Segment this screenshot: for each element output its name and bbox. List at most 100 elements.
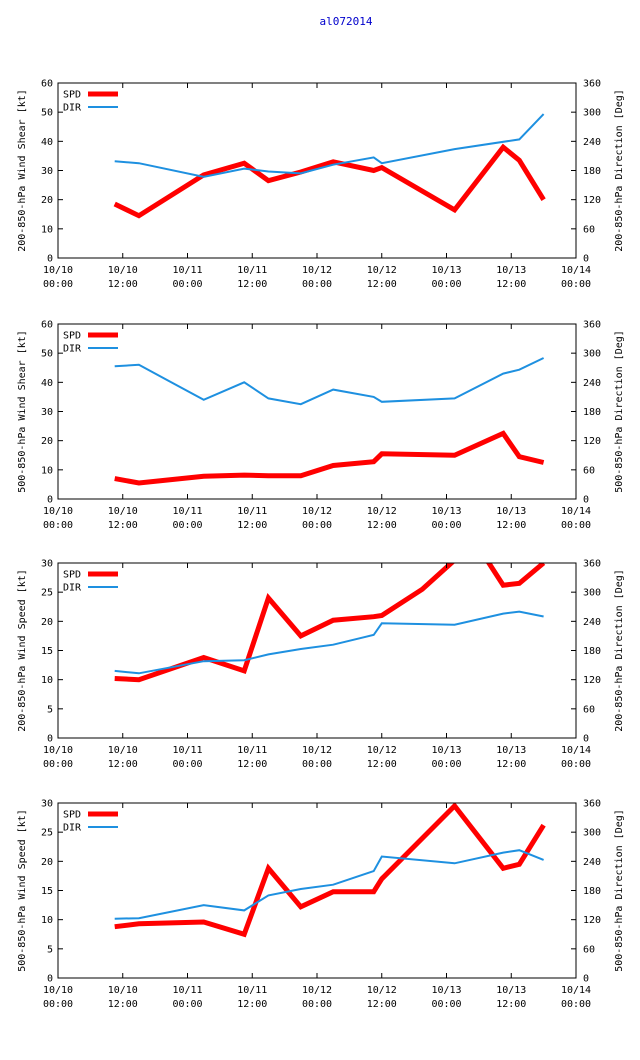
y-axis-title: 500-850-hPa Wind Shear [kt] bbox=[17, 330, 28, 493]
dir-series-line bbox=[114, 357, 545, 406]
x-tick-label-date: 10/10 bbox=[108, 985, 138, 996]
x-tick-label-time: 12:00 bbox=[108, 520, 138, 531]
chart-panel-4: 05101520253006012018024030036010/1000:00… bbox=[17, 799, 625, 1011]
x-tick-label-time: 12:00 bbox=[496, 759, 526, 770]
x-tick-label-time: 00:00 bbox=[172, 520, 202, 531]
x-tick-label-date: 10/12 bbox=[367, 745, 397, 756]
x-tick-label-time: 00:00 bbox=[302, 520, 332, 531]
x-tick-label-time: 00:00 bbox=[431, 759, 461, 770]
y2-tick-label: 180 bbox=[583, 646, 601, 657]
y-tick-label: 10 bbox=[41, 915, 53, 926]
x-tick-label-date: 10/14 bbox=[561, 265, 591, 276]
x-tick-label-date: 10/14 bbox=[561, 985, 591, 996]
y2-tick-label: 180 bbox=[583, 886, 601, 897]
y2-tick-label: 0 bbox=[583, 734, 589, 745]
x-tick-label-date: 10/10 bbox=[43, 506, 73, 517]
y-tick-label: 25 bbox=[41, 588, 53, 599]
spd-series-line bbox=[485, 563, 546, 588]
y-tick-label: 60 bbox=[41, 79, 53, 90]
legend-label: SPD bbox=[63, 570, 81, 581]
x-tick-label-date: 10/10 bbox=[43, 745, 73, 756]
y2-tick-label: 120 bbox=[583, 436, 601, 447]
x-tick-label-date: 10/10 bbox=[43, 985, 73, 996]
x-tick-label-date: 10/13 bbox=[431, 985, 461, 996]
x-tick-label-time: 00:00 bbox=[172, 999, 202, 1010]
y-tick-label: 30 bbox=[41, 166, 53, 177]
y-tick-label: 50 bbox=[41, 108, 53, 119]
x-tick-label-time: 12:00 bbox=[367, 279, 397, 290]
y2-tick-label: 0 bbox=[583, 254, 589, 265]
x-tick-label-time: 12:00 bbox=[108, 279, 138, 290]
x-tick-label-time: 12:00 bbox=[237, 999, 267, 1010]
x-tick-label-date: 10/12 bbox=[302, 265, 332, 276]
x-tick-label-date: 10/11 bbox=[237, 985, 267, 996]
y-tick-label: 20 bbox=[41, 195, 53, 206]
x-tick-label-time: 00:00 bbox=[172, 759, 202, 770]
y2-tick-label: 240 bbox=[583, 617, 601, 628]
y-tick-label: 20 bbox=[41, 617, 53, 628]
x-tick-label-time: 00:00 bbox=[302, 999, 332, 1010]
y-tick-label: 5 bbox=[47, 704, 53, 715]
y-tick-label: 40 bbox=[41, 137, 53, 148]
y2-tick-label: 300 bbox=[583, 588, 601, 599]
x-tick-label-time: 00:00 bbox=[561, 520, 591, 531]
x-tick-label-date: 10/14 bbox=[561, 745, 591, 756]
x-tick-label-time: 00:00 bbox=[561, 279, 591, 290]
x-tick-label-date: 10/10 bbox=[108, 265, 138, 276]
legend-label: SPD bbox=[63, 810, 81, 821]
x-tick-label-time: 12:00 bbox=[237, 759, 267, 770]
y-axis-title: 200-850-hPa Wind Shear [kt] bbox=[17, 89, 28, 252]
x-tick-label-date: 10/12 bbox=[367, 506, 397, 517]
x-tick-label-time: 00:00 bbox=[431, 279, 461, 290]
x-tick-label-date: 10/11 bbox=[172, 985, 202, 996]
y2-tick-label: 300 bbox=[583, 108, 601, 119]
spd-series-line bbox=[113, 143, 546, 219]
x-tick-label-time: 00:00 bbox=[302, 279, 332, 290]
x-tick-label-date: 10/12 bbox=[367, 265, 397, 276]
x-tick-label-time: 00:00 bbox=[561, 999, 591, 1010]
y-tick-label: 20 bbox=[41, 857, 53, 868]
x-tick-label-date: 10/11 bbox=[237, 265, 267, 276]
y-tick-label: 0 bbox=[47, 254, 53, 265]
page-title: al072014 bbox=[320, 15, 373, 28]
x-tick-label-time: 12:00 bbox=[496, 279, 526, 290]
legend-label: SPD bbox=[63, 90, 81, 101]
x-tick-label-time: 12:00 bbox=[367, 520, 397, 531]
spd-series-line bbox=[114, 430, 545, 486]
x-tick-label-time: 12:00 bbox=[496, 520, 526, 531]
x-tick-label-date: 10/14 bbox=[561, 506, 591, 517]
x-tick-label-time: 00:00 bbox=[302, 759, 332, 770]
plot-frame bbox=[57, 802, 577, 979]
x-tick-label-time: 00:00 bbox=[43, 279, 73, 290]
y-tick-label: 40 bbox=[41, 378, 53, 389]
x-tick-label-time: 12:00 bbox=[367, 759, 397, 770]
x-tick-label-date: 10/12 bbox=[302, 745, 332, 756]
y-tick-label: 10 bbox=[41, 465, 53, 476]
legend-label: DIR bbox=[63, 344, 82, 355]
x-tick-label-date: 10/11 bbox=[237, 506, 267, 517]
y2-tick-label: 240 bbox=[583, 378, 601, 389]
x-tick-label-date: 10/11 bbox=[172, 745, 202, 756]
x-tick-label-time: 12:00 bbox=[108, 759, 138, 770]
y2-axis-title: 500-850-hPa Direction [Deg] bbox=[614, 330, 625, 493]
x-tick-label-date: 10/13 bbox=[496, 745, 526, 756]
y-tick-label: 15 bbox=[41, 886, 53, 897]
y-tick-label: 25 bbox=[41, 828, 53, 839]
x-tick-label-date: 10/13 bbox=[496, 985, 526, 996]
y2-tick-label: 360 bbox=[583, 320, 601, 331]
x-tick-label-time: 12:00 bbox=[108, 999, 138, 1010]
x-tick-label-time: 00:00 bbox=[172, 279, 202, 290]
x-tick-label-date: 10/10 bbox=[108, 506, 138, 517]
legend-label: DIR bbox=[63, 583, 82, 594]
spd-series-line bbox=[114, 563, 456, 683]
y-tick-label: 0 bbox=[47, 495, 53, 506]
x-tick-label-date: 10/13 bbox=[431, 506, 461, 517]
dir-series-line bbox=[114, 113, 545, 178]
y-tick-label: 10 bbox=[41, 224, 53, 235]
legend-label: DIR bbox=[63, 823, 82, 834]
y-tick-label: 20 bbox=[41, 436, 53, 447]
x-tick-label-date: 10/13 bbox=[431, 265, 461, 276]
x-tick-label-time: 00:00 bbox=[43, 520, 73, 531]
x-tick-label-date: 10/11 bbox=[172, 265, 202, 276]
